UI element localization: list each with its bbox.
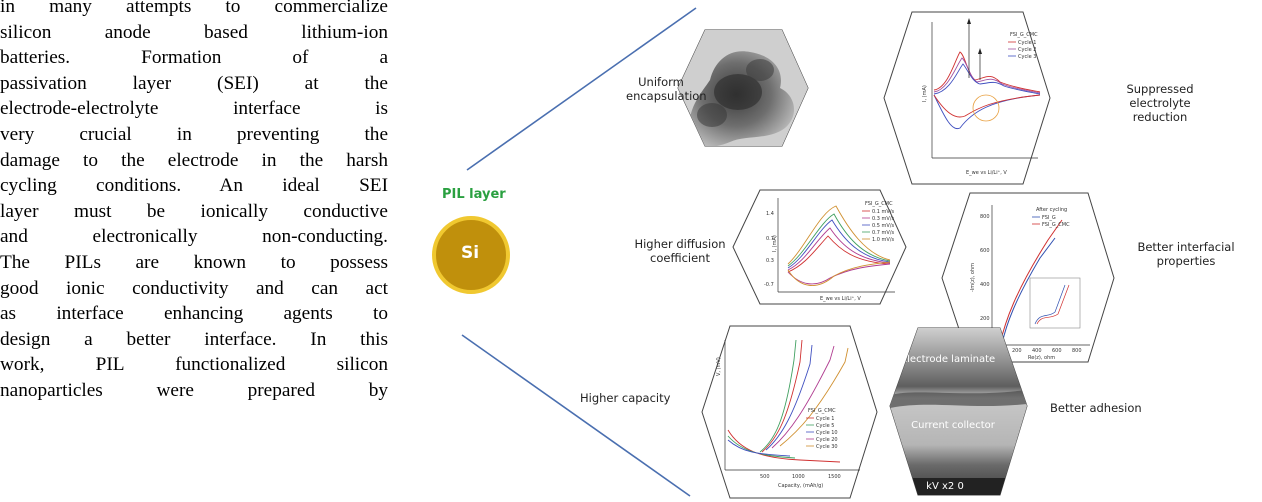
cv-legend-entry: Cycle 1 bbox=[1018, 40, 1036, 46]
capacity-ylabel: V, (mV) bbox=[716, 357, 722, 376]
pil-layer-label: PIL layer bbox=[442, 187, 506, 202]
caption-better-interfacial: Better interfacial properties bbox=[1130, 240, 1242, 268]
rate-ytick: -0.7 bbox=[764, 282, 774, 288]
capacity-plot-panel: FSI_G_CMC Cycle 1 Cycle 5 Cycle 10 Cycle… bbox=[701, 325, 878, 499]
abstract-line: cycling conditions. An ideal SEI bbox=[0, 175, 388, 197]
capacity-legend-entry: Cycle 20 bbox=[816, 437, 838, 443]
abstract-line: damage to the electrode in the harsh bbox=[0, 149, 388, 171]
eis-xtick: 400 bbox=[1032, 348, 1042, 354]
caption-higher-diffusion: Higher diffusion coefficient bbox=[625, 237, 735, 265]
sem-footer: kV x2 0 bbox=[926, 481, 964, 492]
abstract-line: very crucial in preventing the bbox=[0, 123, 388, 145]
sem-bottom-label: Current collector bbox=[911, 420, 996, 431]
abstract-line: electrode-electrolyte interface is bbox=[0, 98, 388, 120]
rate-ytick: 1.4 bbox=[766, 211, 774, 217]
caption-better-adhesion: Better adhesion bbox=[1050, 401, 1142, 415]
caption-suppressed-reduction: Suppressed electrolyte reduction bbox=[1110, 82, 1210, 124]
abstract-line: work, PIL functionalized silicon bbox=[0, 354, 388, 376]
capacity-xtick: 500 bbox=[760, 474, 770, 480]
rate-ylabel: I, (mA) bbox=[772, 235, 778, 252]
sem-top-label: Electrode laminate bbox=[901, 354, 995, 365]
eis-plot-panel: After cycling FSI_G FSI_G_CMC 800 600 40… bbox=[941, 192, 1115, 363]
cv-xlabel: E_we vs Li/Li⁺, V bbox=[966, 170, 1007, 176]
caption-higher-capacity: Higher capacity bbox=[580, 391, 671, 405]
rate-legend-entry: 0.5 mV/s bbox=[872, 223, 895, 229]
capacity-xtick: 1000 bbox=[792, 474, 805, 480]
caption-line: Better interfacial bbox=[1137, 240, 1235, 254]
cv-legend-entry: Cycle 2 bbox=[1018, 47, 1036, 53]
abstract-line: and electronically non-conducting. bbox=[0, 226, 388, 248]
abstract-line: silicon anode based lithium-ion bbox=[0, 21, 388, 43]
si-particle bbox=[432, 216, 510, 294]
caption-line: Uniform bbox=[638, 75, 684, 89]
eis-xtick: 200 bbox=[1012, 348, 1022, 354]
caption-line: coefficient bbox=[650, 251, 710, 265]
tem-image-panel bbox=[677, 29, 809, 147]
abstract-line: passivation layer (SEI) at the bbox=[0, 72, 388, 94]
eis-ytick: 600 bbox=[980, 248, 990, 254]
abstract-line: batteries. Formation of a bbox=[0, 47, 388, 69]
cv-ylabel: I, (mA) bbox=[922, 85, 928, 102]
rate-legend-entry: 0.1 mV/s bbox=[872, 209, 895, 215]
cv-plot-panel: FSI_G_CMC Cycle 1 Cycle 2 Cycle 3 I, (mA… bbox=[883, 11, 1051, 185]
caption-line: electrolyte bbox=[1129, 96, 1191, 110]
rate-legend-entry: 1.0 mV/s bbox=[872, 237, 895, 243]
eis-legend-entry: FSI_G bbox=[1042, 215, 1056, 221]
abstract-line: The PILs are known to possess bbox=[0, 251, 388, 273]
rate-legend-entry: 0.3 mV/s bbox=[872, 216, 895, 222]
capacity-legend-entry: Cycle 30 bbox=[816, 444, 838, 450]
sem-image-panel: Electrode laminate Current collector kV … bbox=[889, 327, 1028, 496]
si-label: Si bbox=[461, 243, 480, 263]
eis-ylabel: -Im(z), ohm bbox=[970, 263, 976, 292]
rate-cv-plot-panel: FSI_G_CMC 0.1 mV/s 0.3 mV/s 0.5 mV/s 0.7… bbox=[732, 189, 907, 305]
eis-xlabel: Re(z), ohm bbox=[1028, 355, 1055, 361]
caption-line: Suppressed bbox=[1126, 82, 1194, 96]
capacity-legend-entry: Cycle 10 bbox=[816, 430, 838, 436]
eis-ytick: 800 bbox=[980, 214, 990, 220]
abstract-line: nanoparticles were prepared by bbox=[0, 379, 388, 401]
abstract-line: as interface enhancing agents to bbox=[0, 303, 388, 325]
abstract-line: design a better interface. In this bbox=[0, 328, 388, 350]
cv-legend-title: FSI_G_CMC bbox=[1010, 32, 1038, 38]
eis-legend-title: After cycling bbox=[1036, 207, 1067, 213]
rate-legend-entry: 0.7 mV/s bbox=[872, 230, 895, 236]
eis-ytick: 200 bbox=[980, 316, 990, 322]
graphical-abstract: FSI_G_CMC Cycle 1 Cycle 2 Cycle 3 I, (mA… bbox=[400, 0, 1262, 502]
capacity-xlabel: Capacity, (mAh/g) bbox=[778, 483, 823, 489]
connector-line-bottom bbox=[461, 334, 691, 497]
abstract-line: in many attempts to commercialize bbox=[0, 0, 388, 17]
caption-line: properties bbox=[1156, 254, 1216, 268]
rate-xlabel: E_we vs Li/Li⁺, V bbox=[820, 296, 861, 302]
rate-ytick: 0.7 bbox=[766, 236, 774, 242]
eis-ytick: 400 bbox=[980, 282, 990, 288]
capacity-legend-entry: Cycle 5 bbox=[816, 423, 834, 429]
abstract-text: in many attempts to commercialize silico… bbox=[0, 0, 388, 404]
capacity-legend-title: FSI_G_CMC bbox=[808, 408, 836, 414]
figure-canvas: FSI_G_CMC Cycle 1 Cycle 2 Cycle 3 I, (mA… bbox=[432, 7, 1115, 499]
eis-legend-entry: FSI_G_CMC bbox=[1042, 222, 1070, 228]
caption-line: reduction bbox=[1132, 110, 1188, 124]
abstract-line: good ionic conductivity and can act bbox=[0, 277, 388, 299]
rate-legend-title: FSI_G_CMC bbox=[865, 201, 893, 207]
eis-xtick: 600 bbox=[1052, 348, 1062, 354]
cv-legend-entry: Cycle 3 bbox=[1018, 54, 1036, 60]
caption-uniform-encapsulation: Uniform encapsulation bbox=[626, 75, 707, 103]
caption-line: Higher diffusion bbox=[634, 237, 726, 251]
capacity-legend-entry: Cycle 1 bbox=[816, 416, 834, 422]
rate-ytick: 0.3 bbox=[766, 258, 774, 264]
capacity-xtick: 1500 bbox=[828, 474, 841, 480]
caption-line: encapsulation bbox=[626, 89, 707, 103]
abstract-line: layer must be ionically conductive bbox=[0, 200, 388, 222]
connector-line-top bbox=[466, 7, 697, 171]
eis-xtick: 800 bbox=[1072, 348, 1082, 354]
